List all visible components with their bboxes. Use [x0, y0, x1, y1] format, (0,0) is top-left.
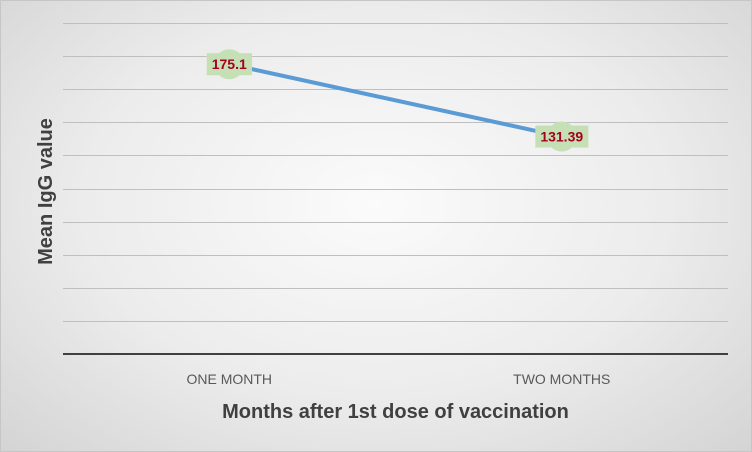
data-label-text: 175.1 [212, 56, 247, 72]
x-tick-label: ONE MONTH [186, 371, 272, 387]
data-label-text: 131.39 [540, 129, 583, 145]
series-line [227, 62, 564, 139]
y-axis-title: Mean IgG value [35, 118, 57, 265]
data-label: 131.39 [535, 125, 589, 148]
x-tick-labels: ONE MONTH TWO MONTHS [186, 371, 610, 387]
data-label-box [206, 53, 252, 76]
x-tick-label: TWO MONTHS [513, 371, 610, 387]
gridlines [63, 23, 728, 322]
data-label: 175.1 [206, 53, 252, 76]
series-ivg [214, 49, 577, 152]
data-labels: 175.1 131.39 [206, 53, 589, 148]
data-label-box [535, 125, 589, 148]
x-axis-title: Months after 1st dose of vaccination [222, 401, 569, 423]
